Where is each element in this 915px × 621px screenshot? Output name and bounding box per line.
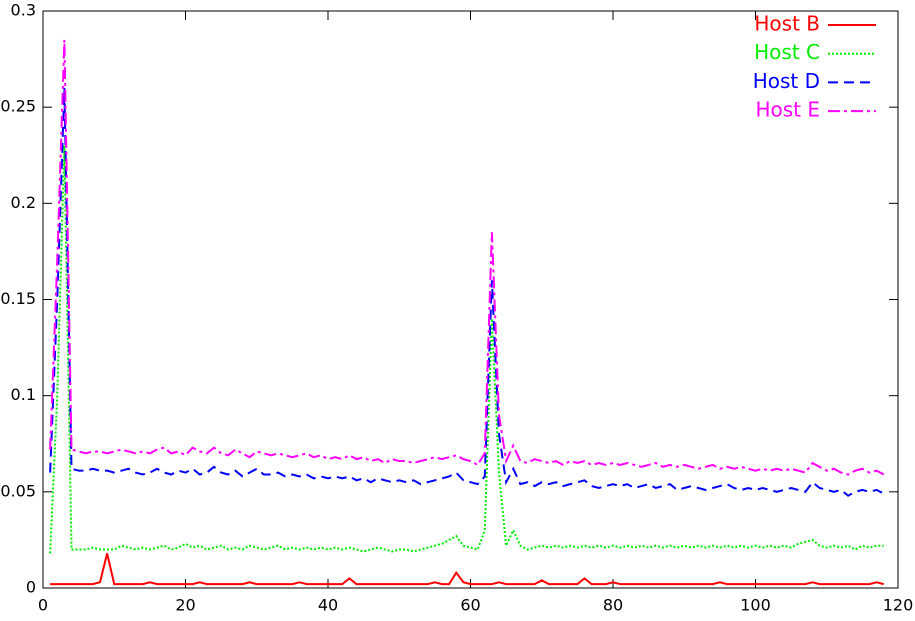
y-tick-label: 0.05 xyxy=(0,481,36,500)
y-tick-label: 0.15 xyxy=(0,289,36,308)
legend-label: Host B xyxy=(754,12,820,36)
legend-label: Host C xyxy=(754,40,820,64)
x-tick-label: 20 xyxy=(175,596,195,615)
legend-label: Host D xyxy=(753,69,820,93)
x-tick-label: 60 xyxy=(460,596,480,615)
series-line xyxy=(50,553,885,586)
y-tick-label: 0.25 xyxy=(0,97,36,116)
x-tick-label: 0 xyxy=(38,596,48,615)
legend-label: Host E xyxy=(755,98,820,122)
y-tick-label: 0.1 xyxy=(11,385,36,404)
x-tick-label: 100 xyxy=(740,596,771,615)
y-tick-label: 0.3 xyxy=(11,1,36,20)
x-tick-label: 120 xyxy=(883,596,914,615)
y-tick-label: 0.2 xyxy=(11,193,36,212)
x-tick-label: 40 xyxy=(318,596,338,615)
x-tick-label: 80 xyxy=(603,596,623,615)
series-line xyxy=(49,87,885,497)
y-tick-label: 0 xyxy=(26,578,36,597)
series-line xyxy=(49,145,884,554)
series-line xyxy=(49,39,885,476)
